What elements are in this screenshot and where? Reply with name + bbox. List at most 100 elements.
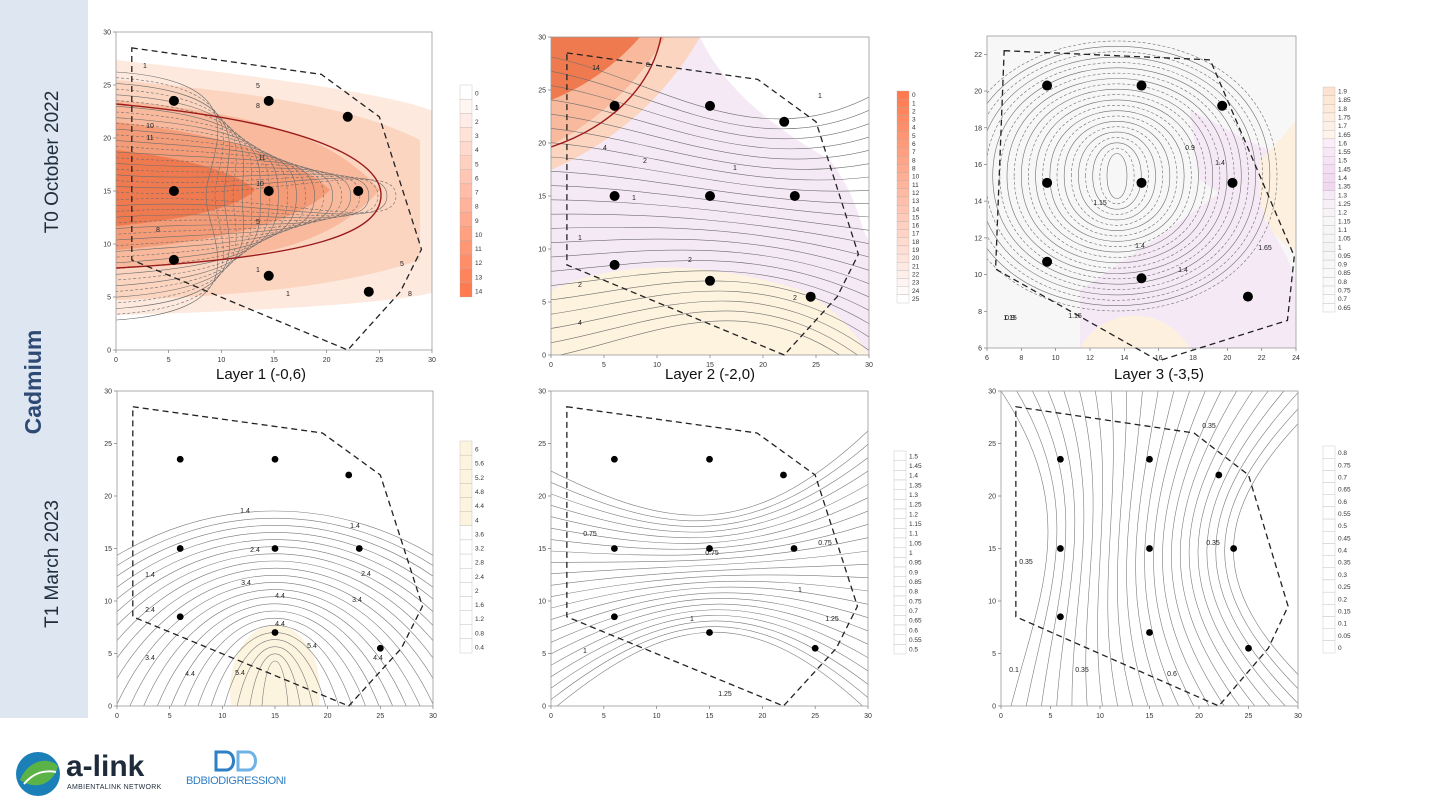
colorbar-swatch — [459, 84, 473, 100]
sample-point — [355, 545, 363, 552]
colorbar-label: 0.5 — [1338, 523, 1347, 530]
contour-line — [551, 444, 868, 522]
colorbar-label: 11 — [912, 182, 919, 189]
contour-label: 0.35 — [1075, 667, 1089, 674]
colorbar-label: 5 — [912, 133, 916, 140]
colorbar-swatch — [459, 240, 473, 255]
colorbar-label: 1.15 — [1338, 218, 1351, 225]
x-tick-label: 5 — [602, 362, 606, 369]
colorbar-label: 0.4 — [1338, 548, 1347, 555]
colorbar-label: 1.7 — [1338, 123, 1347, 130]
contour-label: 4 — [578, 320, 582, 327]
sample-point — [706, 545, 713, 552]
alink-logo-icon — [16, 752, 60, 796]
y-tick-label: 18 — [974, 125, 982, 132]
colorbar-swatch — [459, 483, 473, 498]
contour-line — [551, 199, 869, 231]
y-tick-label: 10 — [538, 599, 546, 606]
colorbar-label: 2 — [912, 108, 916, 115]
contour-line — [551, 580, 868, 609]
colorbar-swatch — [459, 254, 473, 269]
contour-lines — [987, 40, 1278, 312]
contour-line — [1206, 391, 1286, 706]
contour-label: 1.4 — [1215, 160, 1225, 167]
contour-line — [117, 582, 433, 706]
contour-line — [987, 40, 1278, 312]
colorbar-swatch — [1322, 242, 1336, 252]
colorbar-swatch — [459, 624, 473, 640]
colorbar-swatch — [896, 172, 910, 181]
alink-logo-sub: AMBIENTALINK NETWORK — [67, 784, 162, 791]
contour-label: 1 — [733, 165, 737, 172]
x-tick-label: 20 — [758, 713, 766, 720]
colorbar-label: 1.45 — [909, 463, 922, 470]
contour-line — [551, 300, 869, 351]
contour-line — [1042, 105, 1192, 247]
contour-line — [1215, 392, 1298, 704]
sample-point — [176, 613, 184, 621]
contour-line — [1047, 391, 1076, 706]
colorbar-swatch — [459, 553, 473, 569]
y-tick-label: 25 — [988, 441, 996, 448]
y-tick-label: 30 — [104, 389, 112, 396]
contour-label: 1 — [818, 93, 822, 100]
colorbar-label: 4 — [475, 517, 479, 524]
contour-line — [1117, 391, 1134, 706]
colorbar-swatch — [1322, 164, 1336, 174]
colorbar-label: 22 — [912, 272, 920, 279]
colorbar-swatch — [1322, 86, 1336, 96]
contour-line — [117, 568, 433, 659]
colorbar-label: 0.85 — [909, 579, 922, 586]
contour-label: 1.4 — [1178, 267, 1188, 274]
y-tick-label: 30 — [988, 389, 996, 396]
sample-point — [263, 270, 274, 281]
contour-label: 4.4 — [275, 593, 285, 600]
colorbar-label: 1.8 — [1338, 106, 1347, 113]
colorbar-label: 6 — [912, 141, 916, 148]
contour-line — [1001, 391, 1049, 706]
contour-line — [117, 517, 433, 567]
colorbar-swatch — [896, 90, 910, 100]
y-tick-label: 20 — [538, 141, 546, 148]
colorbar-label: 3.6 — [475, 531, 484, 538]
contour-line — [1094, 391, 1104, 706]
colorbar-swatch — [896, 147, 910, 157]
x-tick-label: 0 — [115, 713, 119, 720]
colorbar-label: 1.85 — [1338, 97, 1351, 104]
contour-line — [551, 213, 869, 244]
contour-line — [556, 631, 863, 706]
y-tick-label: 5 — [992, 651, 996, 658]
x-tick-label: 25 — [1245, 713, 1253, 720]
colorbar-label: 24 — [912, 288, 920, 295]
colorbar-swatch — [893, 528, 907, 539]
x-tick-label: 25 — [811, 713, 819, 720]
y-tick-label: 20 — [988, 494, 996, 501]
colorbar-label: 0.95 — [1338, 253, 1351, 260]
colorbar-swatch — [893, 460, 907, 471]
colorbar-label: 1.2 — [909, 511, 918, 518]
x-tick-label: 24 — [1292, 355, 1300, 362]
colorbar-swatch — [896, 131, 910, 141]
colorbar-swatch — [459, 282, 473, 298]
colorbar-swatch — [459, 226, 473, 241]
sample-point — [363, 286, 374, 297]
panel-t0-layer3-field — [987, 36, 1296, 348]
sampling-hull — [132, 406, 424, 707]
colorbar-swatch — [459, 525, 473, 541]
colorbar-label: 0.95 — [909, 560, 922, 567]
contour-line — [116, 140, 315, 252]
contour-line — [237, 646, 313, 706]
contour-label: 0.9 — [1185, 145, 1195, 152]
colorbar-swatch — [1322, 640, 1336, 654]
colorbar-swatch — [893, 450, 907, 461]
x-tick-label: 5 — [168, 713, 172, 720]
colorbar-swatch — [896, 188, 910, 198]
contour-line — [116, 123, 288, 269]
contour-line — [551, 270, 869, 311]
contour-line — [117, 525, 433, 577]
contour-line — [1032, 391, 1067, 706]
colorbar-label: 1.25 — [909, 502, 922, 509]
colorbar-label: 14 — [475, 288, 483, 295]
contour-line — [224, 639, 326, 706]
